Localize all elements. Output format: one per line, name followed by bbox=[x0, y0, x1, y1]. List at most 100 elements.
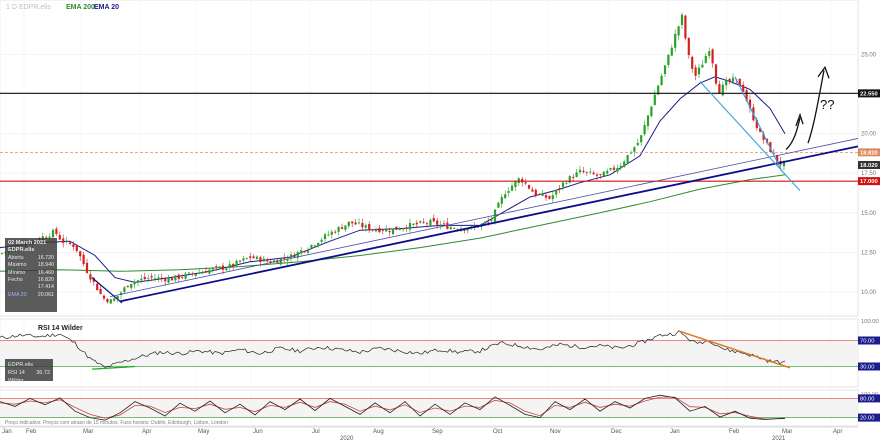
candle-body bbox=[385, 229, 388, 232]
candle-body bbox=[106, 299, 109, 303]
candle-body bbox=[466, 229, 469, 231]
projection-stroke bbox=[785, 117, 801, 150]
candle-body bbox=[538, 194, 541, 195]
candle-body bbox=[259, 257, 262, 263]
candle-body bbox=[497, 202, 500, 208]
x-tick-label: May bbox=[198, 429, 209, 435]
candle-body bbox=[742, 84, 745, 92]
candle-body bbox=[680, 14, 684, 25]
candle-body bbox=[677, 26, 680, 36]
x-tick-label: Aug bbox=[373, 429, 384, 435]
candle-body bbox=[201, 271, 204, 274]
candle-body bbox=[153, 278, 157, 280]
candle-body bbox=[160, 277, 163, 279]
candle-body bbox=[402, 228, 405, 230]
rsi-30-label: 30.00 bbox=[860, 365, 875, 371]
candle-body bbox=[708, 51, 711, 56]
candle-body bbox=[684, 15, 687, 39]
candle-body bbox=[589, 171, 592, 173]
ohlc-info-box: 02 March 2021 EDPR.elis Abertu 16.720 Máxi… bbox=[5, 238, 57, 312]
candle-body bbox=[609, 168, 612, 170]
candle-body bbox=[75, 245, 78, 252]
candle-body bbox=[650, 106, 653, 117]
candle-body bbox=[527, 185, 531, 189]
candle-body bbox=[279, 258, 282, 265]
candle-body bbox=[55, 228, 58, 234]
candle-body bbox=[286, 259, 289, 261]
projection-arrowhead-2 bbox=[817, 65, 830, 79]
main-plot-frame bbox=[0, 0, 859, 317]
candle-body bbox=[344, 225, 347, 230]
candle-body bbox=[249, 256, 252, 258]
info-row-value: 16.460 bbox=[37, 269, 54, 276]
candle-body bbox=[68, 242, 72, 244]
info-row: 17.414 bbox=[8, 284, 54, 291]
candle-body bbox=[439, 224, 442, 226]
candle-body bbox=[109, 299, 112, 304]
candle-body bbox=[177, 274, 180, 279]
candle-body bbox=[368, 224, 371, 231]
candle-body bbox=[633, 147, 636, 152]
candle-body bbox=[623, 161, 626, 167]
candle-body bbox=[293, 255, 296, 258]
candle-body bbox=[126, 285, 129, 288]
candle-body bbox=[602, 171, 605, 177]
candle-body bbox=[504, 194, 507, 199]
candle-body bbox=[371, 229, 374, 231]
candle-body bbox=[629, 152, 633, 154]
candle-body bbox=[721, 84, 724, 96]
candle-body bbox=[663, 65, 667, 75]
rsi-box-label: RSI 14 Wilder bbox=[8, 370, 25, 384]
rsi-line bbox=[0, 330, 786, 368]
rsi-info-box: EDPR.elis RSI 14 Wilder 36.72 bbox=[5, 359, 53, 384]
candle-body bbox=[551, 195, 554, 200]
candle-body bbox=[442, 223, 446, 225]
legend-ema20[interactable]: EMA 20 bbox=[94, 4, 119, 11]
x-tick-label: Jan bbox=[2, 429, 12, 435]
candle-body bbox=[157, 277, 160, 279]
x-tick-label: Feb bbox=[729, 429, 740, 435]
candle-body bbox=[691, 56, 694, 69]
candle-body bbox=[415, 222, 418, 225]
info-row: Máximo 18.940 bbox=[8, 262, 54, 269]
candle-body bbox=[738, 78, 741, 86]
candle-body bbox=[514, 181, 517, 188]
rsi-box-value: 36.72 bbox=[36, 370, 50, 376]
candle-body bbox=[419, 221, 422, 223]
candle-body bbox=[334, 231, 337, 233]
stoch-80-label: 80.00 bbox=[860, 396, 875, 402]
candle-body bbox=[711, 49, 714, 64]
info-row-label: Mínimo bbox=[8, 269, 26, 276]
base-line bbox=[91, 277, 123, 304]
candle-body bbox=[694, 67, 697, 76]
candle-body bbox=[674, 33, 677, 48]
rsi-70-label: 70.00 bbox=[860, 339, 875, 345]
candle-body bbox=[731, 77, 735, 82]
candle-body bbox=[89, 274, 92, 280]
candle-body bbox=[51, 230, 55, 238]
candle-body bbox=[544, 195, 548, 198]
candle-body bbox=[238, 260, 242, 262]
candle-body bbox=[453, 228, 456, 229]
candle-body bbox=[113, 298, 116, 301]
candle-body bbox=[102, 295, 106, 299]
candle-body bbox=[388, 231, 391, 233]
candle-body bbox=[728, 78, 731, 82]
candle-body bbox=[58, 235, 61, 240]
x-tick-label: Jul bbox=[312, 429, 320, 435]
info-row-value: 16.820 bbox=[37, 277, 54, 284]
info-row-value: 20.061 bbox=[37, 291, 54, 298]
candle-body bbox=[745, 90, 748, 101]
candle-body bbox=[266, 259, 269, 262]
candle-body bbox=[619, 165, 622, 168]
candle-body bbox=[408, 222, 412, 230]
x-tick-label: Mar bbox=[83, 429, 93, 435]
candle-body bbox=[313, 245, 316, 247]
legend-ema200[interactable]: EMA 200 bbox=[66, 4, 95, 11]
candle-body bbox=[351, 221, 354, 224]
candle-body bbox=[561, 182, 565, 187]
candle-body bbox=[337, 227, 340, 232]
candle-body bbox=[449, 227, 452, 230]
y-tick-label: 10.00 bbox=[861, 290, 877, 296]
